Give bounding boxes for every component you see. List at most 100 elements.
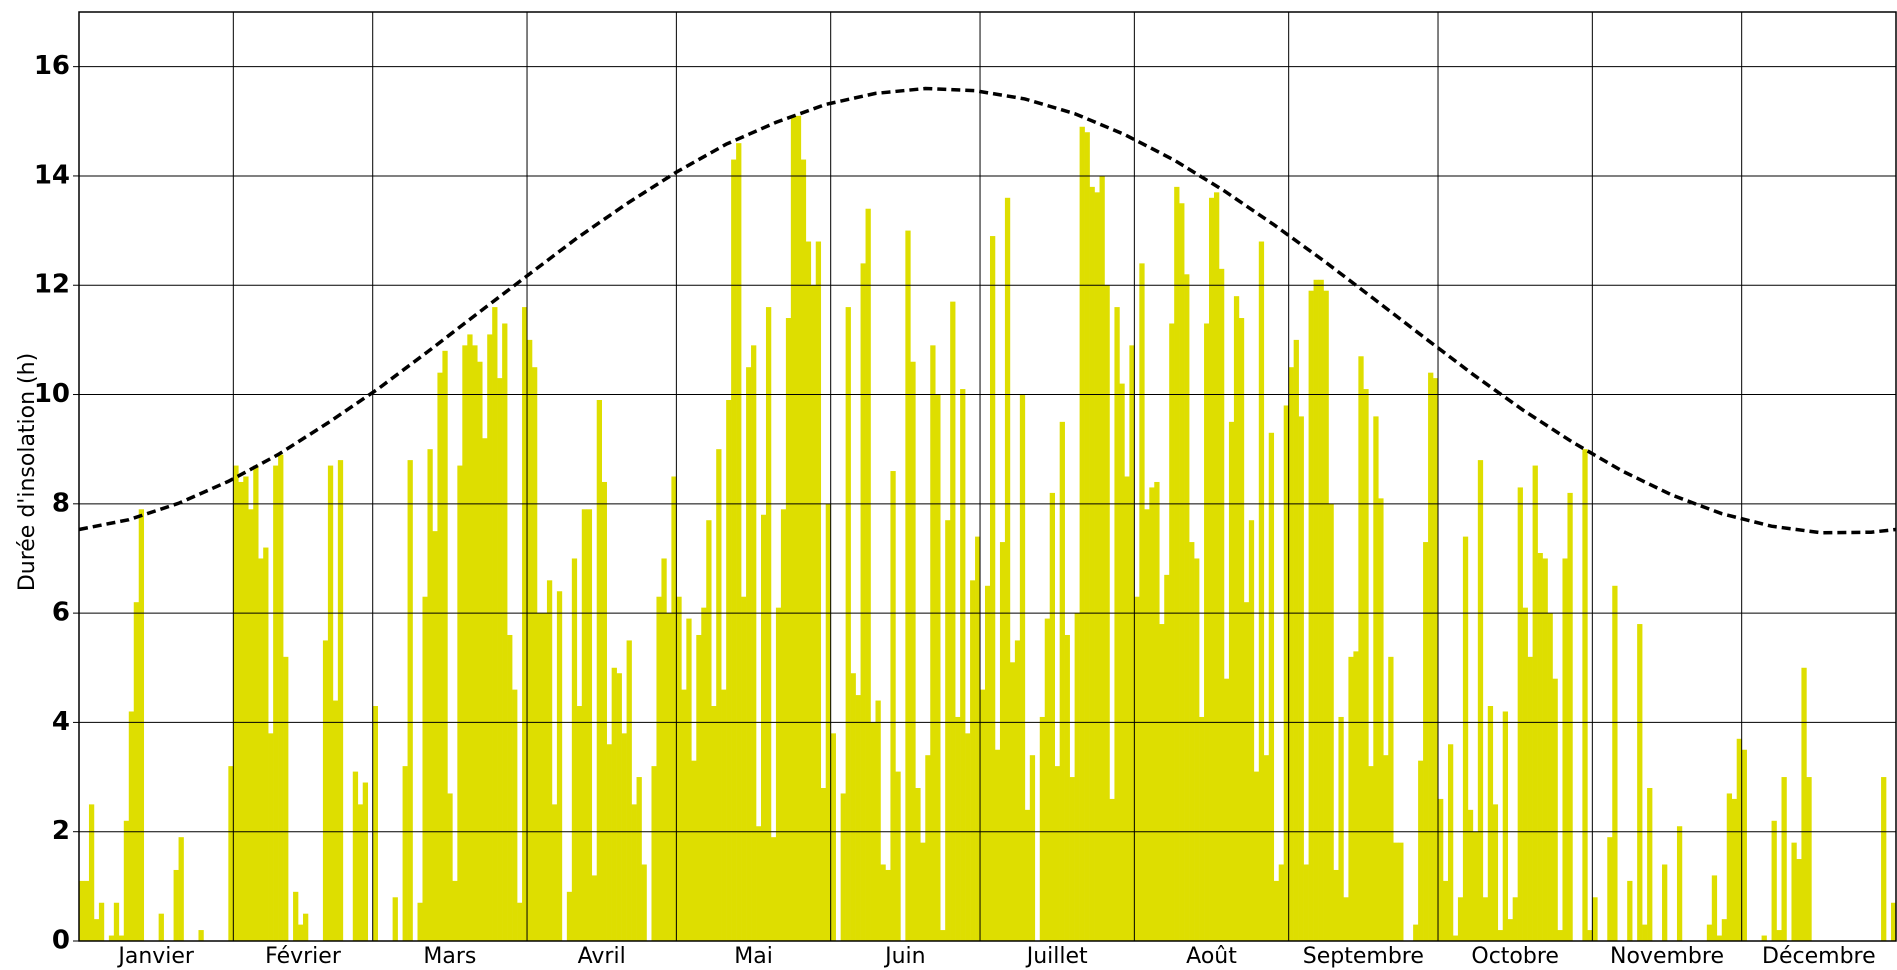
bar	[138, 509, 145, 941]
bar	[1248, 520, 1255, 941]
bar	[780, 509, 787, 941]
bar	[1278, 864, 1284, 941]
bar	[1472, 831, 1479, 941]
y-tick-label: 6	[52, 598, 70, 628]
bar	[482, 438, 488, 941]
bar	[1238, 318, 1245, 941]
bar	[1676, 826, 1683, 941]
bar	[1119, 383, 1125, 942]
bar	[661, 558, 667, 941]
bar	[1223, 678, 1230, 941]
bar	[1059, 421, 1065, 942]
bar	[1209, 197, 1215, 942]
bar	[502, 323, 508, 941]
bar	[1184, 274, 1190, 941]
bar	[1109, 798, 1115, 941]
bar	[1497, 930, 1504, 941]
bar	[1253, 771, 1260, 941]
bar	[905, 230, 911, 941]
x-tick-label: Juin	[883, 944, 926, 969]
bar	[1388, 656, 1394, 941]
bar	[1796, 859, 1802, 941]
bar	[1243, 602, 1250, 941]
bar	[1647, 787, 1653, 941]
bar	[955, 716, 961, 941]
bar	[691, 760, 697, 941]
bar	[447, 793, 453, 941]
bar	[1477, 460, 1484, 941]
bar	[591, 875, 598, 941]
bar	[601, 481, 607, 941]
bar	[98, 902, 105, 941]
bar	[243, 476, 249, 941]
bar	[581, 509, 588, 941]
bar	[1179, 203, 1185, 941]
bar	[1338, 716, 1344, 941]
bar	[1263, 755, 1270, 941]
bar	[536, 613, 543, 941]
bar	[880, 864, 886, 941]
bar	[1189, 542, 1195, 941]
bar	[487, 334, 493, 942]
bar	[1801, 667, 1807, 941]
bar	[1169, 323, 1175, 941]
bar	[1378, 498, 1384, 941]
bar	[337, 460, 344, 941]
bar	[88, 804, 95, 941]
bar	[636, 777, 642, 941]
bar	[566, 891, 573, 941]
bar	[1303, 864, 1309, 941]
bar	[1502, 711, 1509, 941]
bar	[173, 869, 179, 941]
bar	[1547, 613, 1553, 941]
plot-frame	[78, 11, 1897, 942]
bar	[108, 935, 115, 941]
bar	[676, 596, 682, 941]
bar	[1736, 738, 1742, 941]
bar	[1029, 755, 1036, 941]
bar	[512, 689, 518, 941]
bar	[1074, 613, 1080, 941]
bar	[641, 864, 647, 941]
bar	[840, 793, 846, 941]
bar	[1542, 558, 1548, 941]
bar	[1587, 930, 1593, 941]
y-tick-label: 16	[34, 51, 70, 81]
bar	[1124, 476, 1130, 941]
bar	[765, 307, 772, 941]
bar	[925, 755, 931, 941]
bar	[178, 837, 184, 941]
bar	[457, 465, 463, 941]
bar	[785, 318, 792, 941]
bar	[527, 339, 533, 942]
bar	[726, 399, 732, 941]
bar	[980, 689, 986, 941]
bar	[1791, 842, 1797, 941]
bar	[1283, 405, 1289, 941]
bar	[1079, 126, 1085, 941]
bar	[706, 520, 712, 941]
bar	[1054, 766, 1060, 941]
bar	[1194, 558, 1200, 941]
x-tick-label: Avril	[578, 944, 626, 969]
bar	[1413, 924, 1419, 941]
bar	[890, 471, 896, 941]
bar	[576, 706, 583, 941]
bar	[994, 749, 1001, 941]
bar	[128, 711, 135, 941]
bar	[656, 596, 662, 941]
bar	[696, 634, 702, 941]
bar	[790, 115, 797, 942]
bar	[815, 241, 822, 942]
bar	[1174, 186, 1180, 941]
bar	[278, 454, 284, 941]
bar	[1721, 919, 1728, 941]
bar	[1129, 345, 1135, 941]
y-tick-label: 2	[52, 816, 70, 846]
bar	[1064, 634, 1070, 941]
bar	[352, 771, 359, 941]
bar	[1433, 378, 1439, 942]
bar	[1049, 492, 1056, 941]
bar	[1438, 798, 1444, 941]
